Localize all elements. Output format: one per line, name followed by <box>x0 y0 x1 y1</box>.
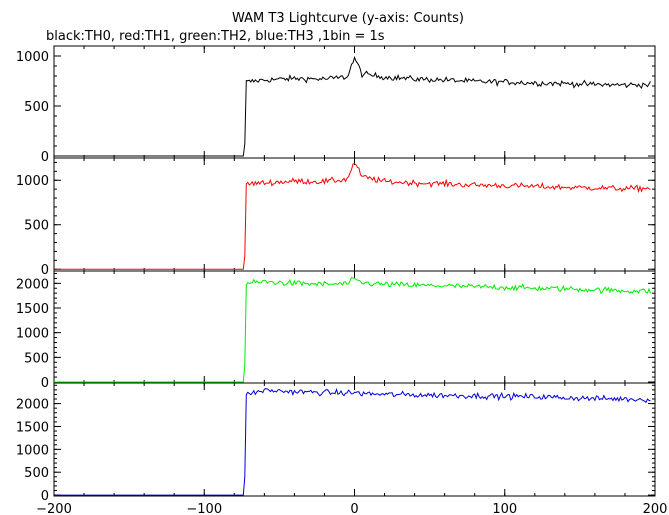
y-tick-label: 2000 <box>16 398 49 413</box>
y-tick-label: 500 <box>24 466 49 481</box>
panel-frame-th0 <box>53 45 656 159</box>
series-th2 <box>54 277 651 383</box>
y-tick-label: 500 <box>24 100 49 115</box>
x-tick-label: −200 <box>36 502 72 515</box>
y-tick-label: 0 <box>41 150 49 165</box>
y-tick-label: 2000 <box>16 277 49 292</box>
y-tick-label: 1000 <box>16 50 49 65</box>
panel-frame-th2 <box>53 270 656 384</box>
chart-title: WAM T3 Lightcurve (y-axis: Counts) <box>232 11 464 26</box>
y-tick-label: 1000 <box>16 443 49 458</box>
y-tick-label: 500 <box>24 219 49 234</box>
chart-subtitle: black:TH0, red:TH1, green:TH2, blue:TH3 … <box>46 29 385 44</box>
plot-panels: 0500100005001000050010001500200005001000… <box>16 45 668 515</box>
y-tick-label: 0 <box>41 489 49 504</box>
y-tick-label: 500 <box>24 351 49 366</box>
panel-frame-th3 <box>53 382 656 497</box>
y-tick-label: 0 <box>41 376 49 391</box>
y-tick-label: 1500 <box>16 420 49 435</box>
series-th3 <box>54 387 651 496</box>
y-tick-label: 1500 <box>16 302 49 317</box>
series-th0 <box>54 55 651 157</box>
series-th1 <box>54 163 651 270</box>
y-tick-label: 0 <box>41 263 49 278</box>
x-tick-label: 100 <box>492 502 517 515</box>
x-tick-label: 0 <box>350 502 358 515</box>
x-tick-label: 200 <box>643 502 668 515</box>
y-tick-label: 1000 <box>16 174 49 189</box>
panel-frame-th1 <box>53 157 656 272</box>
y-tick-label: 1000 <box>16 327 49 342</box>
x-tick-label: −100 <box>186 502 222 515</box>
